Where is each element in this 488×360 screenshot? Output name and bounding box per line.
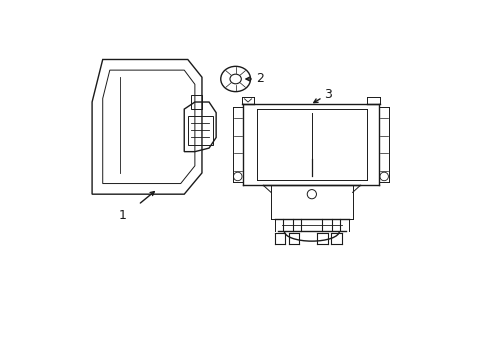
Text: 3: 3 [323,89,331,102]
Text: 1: 1 [118,209,126,222]
Text: 2: 2 [256,72,264,85]
